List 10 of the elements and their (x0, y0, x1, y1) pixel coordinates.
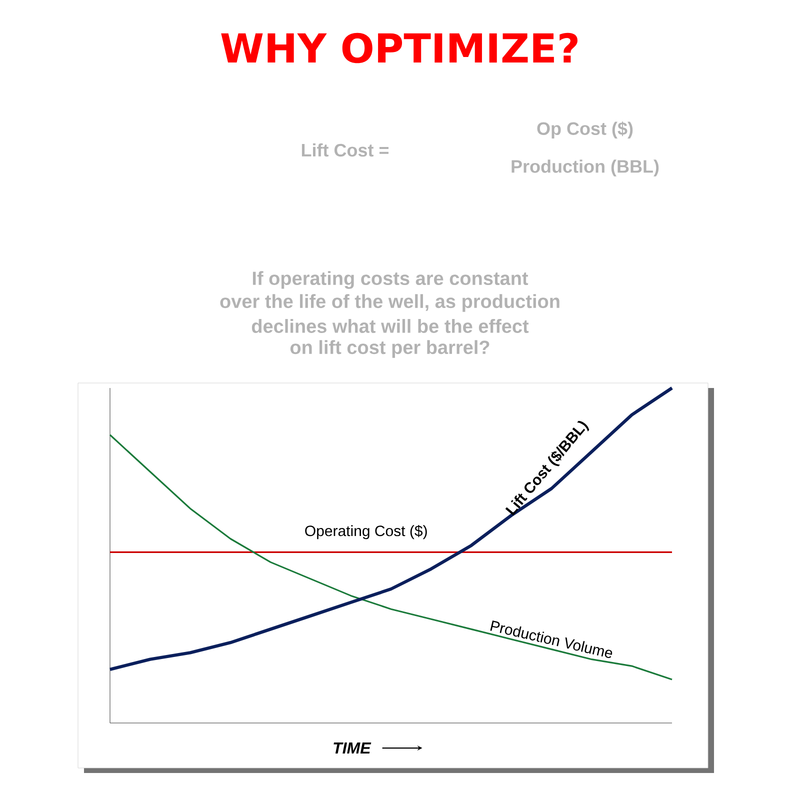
text: Op Cost ($) (537, 121, 633, 139)
text: Lift Cost = (302, 143, 389, 157)
chart-title: WHY OPTIMIZE? (221, 32, 578, 64)
x-axis-title: TIME (334, 742, 372, 754)
series-label: Operating Cost ($) (305, 524, 427, 540)
text: declines what will be the effect (252, 319, 529, 333)
text: If operating costs are constant (252, 271, 528, 289)
text: Production (BBL) (512, 160, 659, 176)
text: on lift cost per barrel? (290, 340, 490, 358)
text: over the life of the well, as production (220, 294, 560, 312)
